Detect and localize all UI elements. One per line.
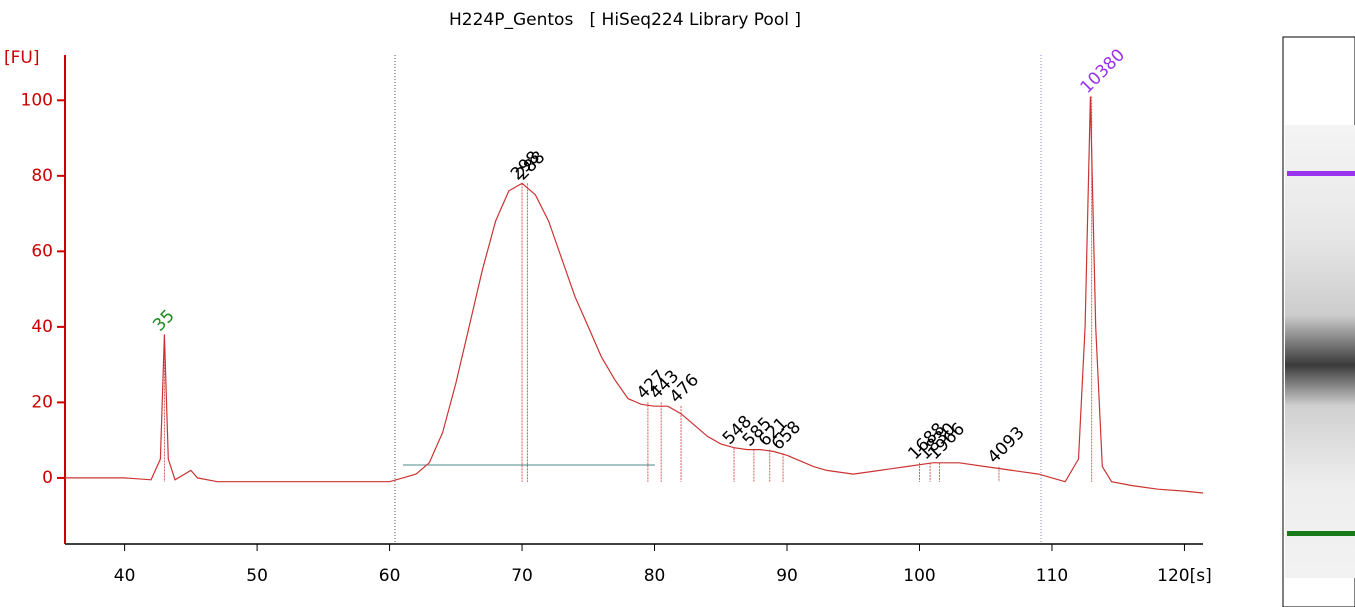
y-axis-label: [FU]	[4, 48, 40, 68]
y-tick-label: 40	[31, 317, 53, 337]
x-tick-label: 100	[903, 566, 935, 586]
peak-label: 35	[149, 306, 178, 335]
y-tick-label: 80	[31, 166, 53, 186]
y-tick-label: 0	[42, 468, 53, 488]
x-tick-label: 60	[379, 566, 401, 586]
x-tick-label: 120[s]	[1157, 566, 1212, 586]
x-tick-label: 90	[776, 566, 798, 586]
x-tick-label: 80	[644, 566, 666, 586]
y-tick-label: 20	[31, 392, 53, 412]
x-tick-label: 110	[1036, 566, 1068, 586]
trace	[65, 96, 1204, 494]
gel-lane	[1285, 125, 1355, 578]
y-tick-label: 100	[21, 90, 53, 110]
gel-band-upper-marker	[1287, 171, 1355, 176]
peak-label: 10380	[1077, 45, 1129, 97]
x-tick-label: 50	[246, 566, 268, 586]
gel-band-lower-marker	[1287, 531, 1355, 536]
peak-label: 4093	[984, 423, 1029, 468]
chart-title: H224P_Gentos [ HiSeq224 Library Pool ]	[449, 10, 801, 30]
x-tick-label: 40	[114, 566, 136, 586]
x-tick-label: 70	[511, 566, 533, 586]
y-tick-label: 60	[31, 241, 53, 261]
